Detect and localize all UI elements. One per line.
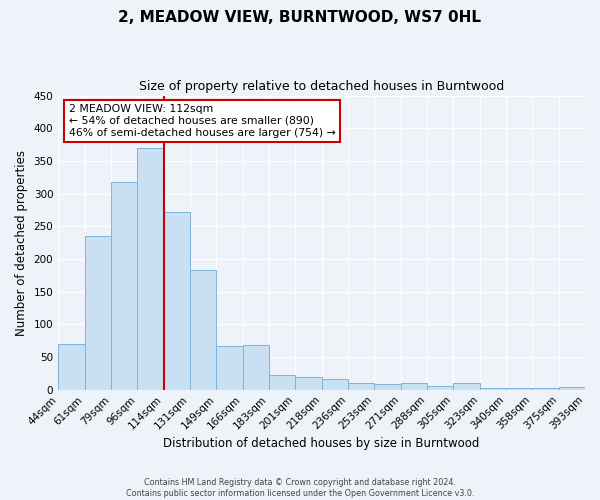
- Bar: [453, 383, 479, 390]
- Bar: [216, 346, 242, 390]
- Bar: [111, 182, 137, 390]
- Bar: [559, 387, 585, 390]
- Bar: [190, 270, 216, 390]
- Bar: [374, 384, 401, 390]
- Bar: [58, 344, 85, 390]
- Bar: [479, 388, 506, 390]
- Bar: [348, 383, 374, 390]
- Bar: [427, 386, 453, 390]
- Bar: [401, 383, 427, 390]
- Bar: [295, 376, 322, 390]
- Y-axis label: Number of detached properties: Number of detached properties: [15, 150, 28, 336]
- X-axis label: Distribution of detached houses by size in Burntwood: Distribution of detached houses by size …: [163, 437, 480, 450]
- Bar: [164, 212, 190, 390]
- Bar: [506, 388, 532, 390]
- Bar: [242, 346, 269, 390]
- Bar: [532, 388, 559, 390]
- Text: Contains HM Land Registry data © Crown copyright and database right 2024.
Contai: Contains HM Land Registry data © Crown c…: [126, 478, 474, 498]
- Bar: [269, 376, 295, 390]
- Bar: [85, 236, 111, 390]
- Bar: [322, 378, 348, 390]
- Bar: [137, 148, 164, 390]
- Text: 2, MEADOW VIEW, BURNTWOOD, WS7 0HL: 2, MEADOW VIEW, BURNTWOOD, WS7 0HL: [119, 10, 482, 25]
- Text: 2 MEADOW VIEW: 112sqm
← 54% of detached houses are smaller (890)
46% of semi-det: 2 MEADOW VIEW: 112sqm ← 54% of detached …: [69, 104, 335, 138]
- Title: Size of property relative to detached houses in Burntwood: Size of property relative to detached ho…: [139, 80, 504, 93]
